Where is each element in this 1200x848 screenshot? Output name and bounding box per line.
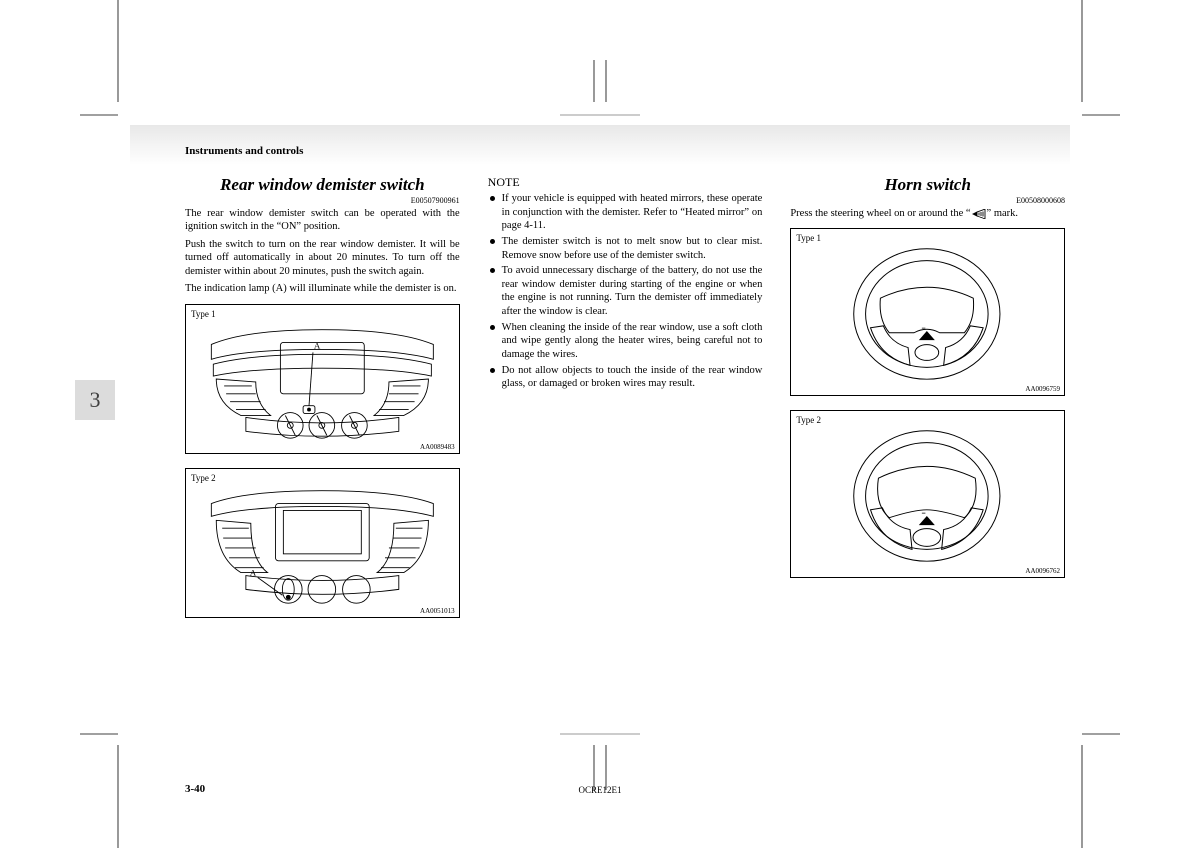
fig-label: Type 2 (191, 473, 216, 483)
figure-horn-type2: Type 2 AA0096762 ═ (790, 410, 1065, 578)
bullet-3: To avoid unnecessary discharge of the ba… (488, 264, 763, 319)
figure-demister-type2: Type 2 AA0051013 (185, 468, 460, 618)
fig-label: Type 1 (796, 233, 821, 243)
fig-ref: AA0051013 (420, 607, 455, 615)
pointer-label-a2: A (250, 567, 257, 577)
page-content: Instruments and controls 3 Rear window d… (130, 145, 1070, 745)
horn-text-after: ” mark. (987, 208, 1019, 219)
fig-ref: AA0096762 (1025, 567, 1060, 575)
fig-ref: AA0089483 (420, 443, 455, 451)
chapter-tab: 3 (75, 380, 115, 420)
docref-1: E00507900961 (185, 196, 460, 205)
steering-svg-2: ═ (791, 411, 1064, 577)
figure-demister-type1: Type 1 AA0089483 (185, 304, 460, 454)
bullet-1: If your vehicle is equipped with heated … (488, 192, 763, 233)
horn-sentence: Press the steering wheel on or around th… (790, 207, 1065, 220)
fig-label: Type 1 (191, 309, 216, 319)
svg-text:═: ═ (921, 327, 926, 332)
pointer-label-a: A (314, 340, 321, 350)
note-heading: NOTE (488, 175, 763, 190)
para-1: The rear window demister switch can be o… (185, 207, 460, 234)
bullet-2: The demister switch is not to melt snow … (488, 235, 763, 262)
section-label: Instruments and controls (185, 145, 303, 157)
para-3: The indication lamp (A) will illuminate … (185, 282, 460, 295)
para-2: Push the switch to turn on the rear wind… (185, 238, 460, 278)
svg-text:═: ═ (921, 512, 926, 517)
fig-label: Type 2 (796, 415, 821, 425)
docref-3: E00508000608 (790, 196, 1065, 205)
dashboard-svg-1: A (186, 305, 459, 453)
document-code: OCRE12E1 (578, 785, 621, 795)
bullet-5: Do not allow objects to touch the inside… (488, 364, 763, 391)
column-3: Horn switch E00508000608 Press the steer… (790, 175, 1065, 618)
figure-horn-type1: Type 1 AA0096759 ═ (790, 228, 1065, 396)
horn-icon (971, 209, 987, 219)
column-2: NOTE If your vehicle is equipped with he… (488, 175, 763, 618)
horn-text-before: Press the steering wheel on or around th… (790, 208, 970, 219)
heading-horn: Horn switch (790, 175, 1065, 195)
column-1: Rear window demister switch E00507900961… (185, 175, 460, 618)
columns: Rear window demister switch E00507900961… (185, 175, 1065, 618)
bullet-4: When cleaning the inside of the rear win… (488, 321, 763, 362)
dashboard-svg-2: A (186, 469, 459, 617)
steering-svg-1: ═ (791, 229, 1064, 395)
fig-ref: AA0096759 (1025, 385, 1060, 393)
note-bullets: If your vehicle is equipped with heated … (488, 192, 763, 391)
page-number: 3-40 (185, 783, 205, 795)
heading-demister: Rear window demister switch (185, 175, 460, 195)
